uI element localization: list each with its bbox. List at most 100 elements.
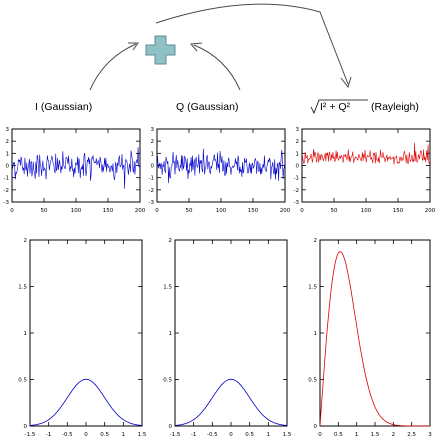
q-time-panel-ylabel: -3 xyxy=(149,200,155,206)
i-hist-panel-xlabel: -1 xyxy=(46,432,51,438)
histogram-row: 2 1.5 1 0.5 0 -1.5 -1 -0.5 0 0.5 1 1.5 2 1.5 1 0.5 0 -1.5… xyxy=(18,238,432,438)
i-hist-panel-xlabel: 0 xyxy=(84,432,88,438)
q-hist-panel-xlabel: 1 xyxy=(267,432,271,438)
i-time-panel-ylabel: -3 xyxy=(4,200,10,206)
mag-hist-panel: 2 1.5 1 0.5 00 0.5 1 1.5 2 2.5 3 xyxy=(308,238,432,438)
i-time-panel-ylabel: -1 xyxy=(4,176,9,182)
i-hist-panel: 2 1.5 1 0.5 0 -1.5 -1 -0.5 0 0.5 1 1.5 xyxy=(18,238,147,438)
i-hist-panel-ylabel: 1 xyxy=(24,331,28,337)
mag-time-panel-signal-line xyxy=(301,142,431,165)
mag-hist-panel-xlabel: 2.5 xyxy=(407,432,416,438)
arc-arrow-to-magnitude xyxy=(155,3,349,85)
i-hist-panel-xlabel: -0.5 xyxy=(62,432,73,438)
arrow-from-q xyxy=(193,44,241,91)
mag-time-panel-xlabel: 100 xyxy=(361,208,372,214)
mag-time-panel-ylabel: 0 xyxy=(296,164,300,170)
mag-time-panel-xlabel: 50 xyxy=(331,208,338,214)
q-hist-panel-frame xyxy=(174,239,288,427)
q-hist-panel-xlabel: -0.5 xyxy=(207,432,218,438)
magnitude-formula: I² + Q² xyxy=(320,101,351,113)
q-time-panel-ylabel: 2 xyxy=(151,139,155,145)
q-hist-panel-ylabel: 1.5 xyxy=(163,285,172,291)
q-hist-panel-xlabel: -1 xyxy=(191,432,196,438)
q-hist-panel: 2 1.5 1 0.5 0 -1.5 -1 -0.5 0 0.5 1 1.5 xyxy=(163,238,292,438)
mag-time-panel-xlabel: 200 xyxy=(425,208,436,214)
q-hist-panel-ylabel: 2 xyxy=(169,238,173,244)
q-hist-panel-pdf-curve xyxy=(174,378,288,426)
q-time-panel-xlabel: 50 xyxy=(186,208,193,214)
mag-hist-panel-xlabel: 3 xyxy=(428,432,432,438)
mag-hist-panel-ylabel: 0.5 xyxy=(308,378,317,384)
mag-time-panel-ylabel: -2 xyxy=(294,188,299,194)
q-time-panel-xlabel: 0 xyxy=(155,208,159,214)
i-hist-panel-xlabel: 0.5 xyxy=(100,432,109,438)
q-hist-panel-xlabel: 0 xyxy=(229,432,233,438)
i-time-panel-xlabel: 200 xyxy=(135,208,146,214)
q-time-panel-xlabel: 200 xyxy=(280,208,291,214)
mag-hist-panel-xlabel: 2 xyxy=(392,432,396,438)
mag-hist-panel-xlabel: 1.5 xyxy=(371,432,380,438)
q-time-panel-ylabel: 1 xyxy=(151,151,155,157)
q-hist-panel-ylabel: 0 xyxy=(169,424,173,430)
i-hist-panel-ylabel: 0.5 xyxy=(18,378,27,384)
i-hist-panel-xlabel: 1.5 xyxy=(138,432,147,438)
i-hist-panel-ylabel: 2 xyxy=(24,238,28,244)
arrow-from-q-head xyxy=(189,42,203,52)
mag-time-panel-ylabel: 3 xyxy=(296,127,300,133)
mag-hist-panel-xlabel: 1 xyxy=(355,432,359,438)
mag-hist-panel-xlabel: 0.5 xyxy=(334,432,343,438)
q-time-panel-ylabel: -2 xyxy=(149,188,154,194)
mag-time-panel-xlabel: 150 xyxy=(393,208,404,214)
q-time-panel-frame xyxy=(156,128,286,203)
q-time-panel-ylabel: 0 xyxy=(151,164,155,170)
mag-hist-panel-ylabel: 1 xyxy=(314,331,318,337)
q-time-panel-ylabel: -1 xyxy=(149,176,154,182)
i-time-panel-ylabel: 3 xyxy=(6,127,10,133)
q-hist-panel-ylabel: 0.5 xyxy=(163,378,172,384)
label-i-gaussian: I (Gaussian) xyxy=(35,101,92,113)
i-time-panel-xlabel: 100 xyxy=(71,208,82,214)
mag-time-panel-ylabel: 2 xyxy=(296,139,300,145)
i-time-panel-xlabel: 0 xyxy=(10,208,14,214)
q-hist-panel-ylabel: 1 xyxy=(169,331,173,337)
i-time-panel-ylabel: 0 xyxy=(6,164,10,170)
i-time-panel-ylabel: 1 xyxy=(6,151,10,157)
arc-arrow-head xyxy=(340,76,352,89)
mag-hist-panel-xlabel: 0 xyxy=(318,432,322,438)
plus-icon xyxy=(145,35,176,65)
flow-arrows xyxy=(89,3,352,91)
q-time-panel-signal-line xyxy=(156,148,286,184)
i-time-panel-ylabel: -2 xyxy=(4,188,9,194)
q-time-panel-xlabel: 100 xyxy=(216,208,227,214)
q-time-panel-ylabel: 3 xyxy=(151,127,155,133)
i-time-panel-ylabel: 2 xyxy=(6,139,10,145)
i-hist-panel-ylabel: 1.5 xyxy=(18,285,27,291)
q-hist-panel-xlabel: 1.5 xyxy=(283,432,292,438)
i-hist-panel-xlabel: 1 xyxy=(122,432,126,438)
i-time-panel-signal-line xyxy=(11,147,141,189)
label-q-gaussian: Q (Gaussian) xyxy=(176,101,238,113)
i-hist-panel-frame xyxy=(29,239,143,427)
mag-time-panel-ylabel: 1 xyxy=(296,151,300,157)
mag-time-panel-xlabel: 0 xyxy=(300,208,304,214)
mag-hist-panel-ylabel: 1.5 xyxy=(308,285,317,291)
arrow-from-i-head xyxy=(128,42,139,51)
q-time-panel-xlabel: 150 xyxy=(248,208,259,214)
magnitude-distribution: (Rayleigh) xyxy=(371,101,419,113)
mag-time-panel-ylabel: -1 xyxy=(294,176,299,182)
i-hist-panel-xlabel: -1.5 xyxy=(25,432,36,438)
mag-time-panel-frame xyxy=(301,128,431,203)
q-hist-panel-xlabel: -1.5 xyxy=(170,432,181,438)
i-time-panel-xlabel: 50 xyxy=(41,208,48,214)
mag-hist-panel-ylabel: 2 xyxy=(314,238,318,244)
i-hist-panel-pdf-curve xyxy=(29,378,143,426)
mag-hist-panel-ylabel: 0 xyxy=(314,424,318,430)
mag-time-panel-ylabel: -3 xyxy=(294,200,300,206)
i-hist-panel-ylabel: 0 xyxy=(24,424,28,430)
mag-hist-panel-pdf-curve xyxy=(319,251,430,427)
